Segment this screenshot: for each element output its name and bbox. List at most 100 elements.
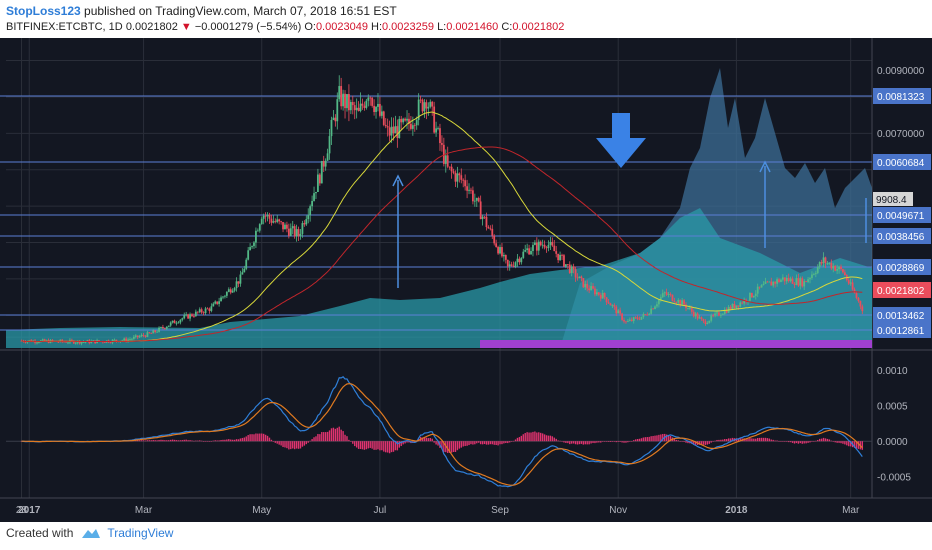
macd-histogram-bar	[545, 435, 548, 442]
macd-histogram-bar	[818, 438, 821, 442]
macd-histogram-bar	[731, 437, 734, 442]
macd-histogram-bar	[803, 441, 805, 444]
candle-body	[98, 340, 100, 342]
candle-body	[390, 126, 393, 136]
candle-body	[212, 303, 215, 307]
candle-body	[626, 320, 629, 322]
overlay-value-label: 9908.4	[876, 195, 907, 206]
macd-histogram-bar	[177, 440, 180, 442]
candle-body	[795, 278, 798, 285]
candle-body	[421, 99, 424, 112]
macd-histogram-bar	[352, 441, 354, 444]
macd-histogram-bar	[336, 427, 338, 442]
author-link[interactable]: StopLoss123	[6, 4, 81, 18]
candle-body	[564, 264, 567, 267]
macd-histogram-bar	[425, 437, 428, 442]
macd-histogram-bar	[255, 433, 257, 442]
macd-histogram-bar	[483, 441, 486, 445]
macd-histogram-bar	[758, 437, 761, 442]
candle-body	[249, 247, 252, 251]
candle-body	[543, 244, 546, 248]
macd-histogram-bar	[605, 441, 608, 442]
macd-histogram-bar	[820, 438, 823, 442]
candle-body	[253, 242, 255, 247]
macd-histogram-bar	[197, 440, 199, 442]
macd-histogram-bar	[154, 440, 156, 442]
macd-histogram-bar	[534, 431, 536, 442]
candle-body	[530, 251, 532, 255]
candle-body	[739, 302, 742, 307]
candle-body	[613, 305, 616, 307]
candle-body	[493, 235, 496, 244]
macd-histogram-bar	[326, 431, 329, 442]
candle-body	[262, 215, 265, 219]
candle-body	[57, 341, 60, 343]
grid	[0, 38, 932, 499]
candle-body	[774, 281, 777, 284]
macd-histogram-bar	[727, 438, 730, 442]
candle-body	[832, 265, 835, 269]
candle-body	[144, 335, 147, 337]
macd-histogram-bar	[330, 428, 333, 442]
tradingview-link[interactable]: TradingView	[107, 526, 174, 540]
candle-body	[224, 295, 226, 297]
candle-body	[309, 206, 312, 216]
candle-body	[216, 301, 219, 304]
candle-body	[183, 315, 186, 319]
candle-body	[220, 297, 222, 302]
candle-body	[272, 221, 275, 223]
candle-body	[687, 308, 689, 309]
macd-histogram-bar	[286, 441, 288, 449]
candle-body	[545, 247, 548, 249]
macd-histogram-bar	[394, 441, 397, 451]
candle-body	[778, 279, 780, 282]
macd-histogram-bar	[507, 441, 509, 444]
macd-histogram-bar	[592, 441, 594, 443]
level-label: 0.0081323	[877, 92, 925, 103]
macd-histogram-bar	[226, 439, 228, 442]
macd-histogram-bar	[737, 438, 740, 442]
candle-body	[673, 300, 676, 303]
macd-histogram-bar	[667, 435, 670, 442]
macd-histogram-bar	[646, 437, 648, 442]
candle-body	[429, 101, 432, 107]
candle-body	[460, 175, 463, 180]
candle-body	[322, 161, 325, 167]
candle-body	[379, 103, 381, 116]
macd-histogram-bar	[311, 439, 313, 442]
candle-body	[187, 314, 190, 319]
macd-histogram-bar	[478, 441, 480, 443]
candle-body	[785, 277, 788, 282]
macd-histogram-bar	[278, 441, 280, 445]
candle-body	[179, 319, 182, 323]
candle-body	[367, 97, 370, 101]
macd-histogram-bar	[239, 438, 242, 442]
candle-body	[541, 244, 544, 246]
candle-body	[510, 264, 513, 266]
candle-body	[336, 99, 339, 122]
candle-body	[255, 230, 257, 243]
macd-histogram-bar	[809, 441, 811, 443]
candle-body	[551, 241, 554, 246]
horizontal-levels[interactable]: 0.0081323 0.0060684 0.0049671 0.0038456 0.00…	[0, 88, 931, 338]
price-chart[interactable]: 0.0081323 0.0060684 0.0049671 0.0038456 0.00…	[0, 38, 932, 522]
candle-body	[349, 102, 352, 111]
change-arrow-icon: ▼	[180, 21, 192, 33]
macd-histogram-bar	[540, 432, 542, 442]
candle-body	[824, 257, 827, 264]
candle-body	[716, 312, 718, 314]
macd-histogram-bar	[536, 432, 538, 442]
macd-histogram-bar	[516, 437, 519, 442]
macd-histogram-bar	[791, 441, 794, 443]
candle-body	[218, 301, 221, 304]
candle-body	[78, 340, 81, 344]
x-tick-label: 2017	[18, 505, 41, 516]
macd-histogram-bar	[460, 441, 462, 448]
candle-body	[729, 306, 732, 310]
candle-body	[504, 255, 507, 260]
macd-histogram-bar	[233, 439, 236, 442]
macd-histogram-bar	[168, 440, 170, 442]
candle-body	[406, 118, 408, 121]
candle-body	[669, 294, 672, 295]
macd-histogram-bar	[468, 441, 470, 446]
